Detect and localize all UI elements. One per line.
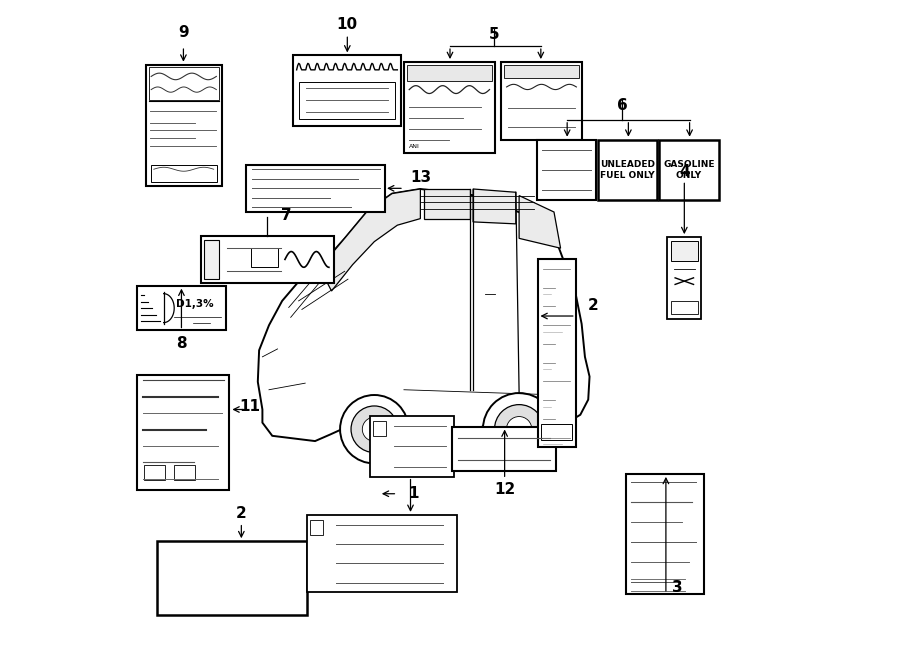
Text: D1,3%: D1,3% <box>176 299 213 309</box>
Bar <box>204 241 219 278</box>
Bar <box>307 515 456 592</box>
Bar <box>667 237 701 319</box>
Bar <box>310 520 323 535</box>
Circle shape <box>363 417 386 441</box>
Text: GASOLINE
ONLY: GASOLINE ONLY <box>663 160 715 180</box>
Bar <box>660 139 718 200</box>
Bar <box>250 248 278 267</box>
Text: 8: 8 <box>176 336 187 351</box>
Text: 13: 13 <box>410 171 431 185</box>
Circle shape <box>483 393 555 465</box>
Text: UNLEADED
FUEL ONLY: UNLEADED FUEL ONLY <box>600 160 655 180</box>
Bar <box>670 301 698 314</box>
Text: ANI: ANI <box>410 143 420 149</box>
Bar <box>537 259 576 447</box>
Text: 11: 11 <box>239 399 260 414</box>
Text: 3: 3 <box>671 580 682 595</box>
Polygon shape <box>424 189 470 219</box>
Text: 7: 7 <box>282 208 292 223</box>
Bar <box>158 541 307 615</box>
Bar <box>299 82 395 118</box>
Bar <box>370 416 454 477</box>
Text: 9: 9 <box>178 26 189 40</box>
Circle shape <box>340 395 409 463</box>
Bar <box>174 465 194 480</box>
Bar <box>452 426 556 471</box>
Polygon shape <box>320 189 420 291</box>
Text: 2: 2 <box>588 298 598 313</box>
Bar <box>626 474 704 594</box>
Bar <box>150 165 217 182</box>
Polygon shape <box>473 189 516 224</box>
Bar <box>404 62 495 153</box>
Bar <box>598 139 657 200</box>
Circle shape <box>351 406 398 453</box>
Text: 10: 10 <box>337 17 358 32</box>
Bar <box>293 56 400 126</box>
Polygon shape <box>257 189 590 441</box>
Bar <box>138 375 230 490</box>
Bar <box>144 465 165 480</box>
Text: 2: 2 <box>236 506 247 521</box>
Bar <box>541 424 572 440</box>
Bar <box>504 65 579 78</box>
Bar <box>202 236 334 283</box>
Bar <box>146 65 221 186</box>
Bar <box>138 286 226 330</box>
Text: 6: 6 <box>617 98 628 113</box>
Text: 1: 1 <box>409 486 419 501</box>
Bar <box>407 65 492 81</box>
Bar <box>148 67 219 100</box>
Bar <box>501 62 581 139</box>
Text: 4: 4 <box>679 164 689 178</box>
Bar <box>246 165 385 212</box>
Bar <box>373 421 386 436</box>
Text: 12: 12 <box>494 483 516 497</box>
Circle shape <box>494 405 544 454</box>
Polygon shape <box>519 196 561 249</box>
Text: 5: 5 <box>489 27 500 42</box>
Bar <box>670 241 698 260</box>
Circle shape <box>507 416 532 442</box>
Bar <box>537 139 596 200</box>
